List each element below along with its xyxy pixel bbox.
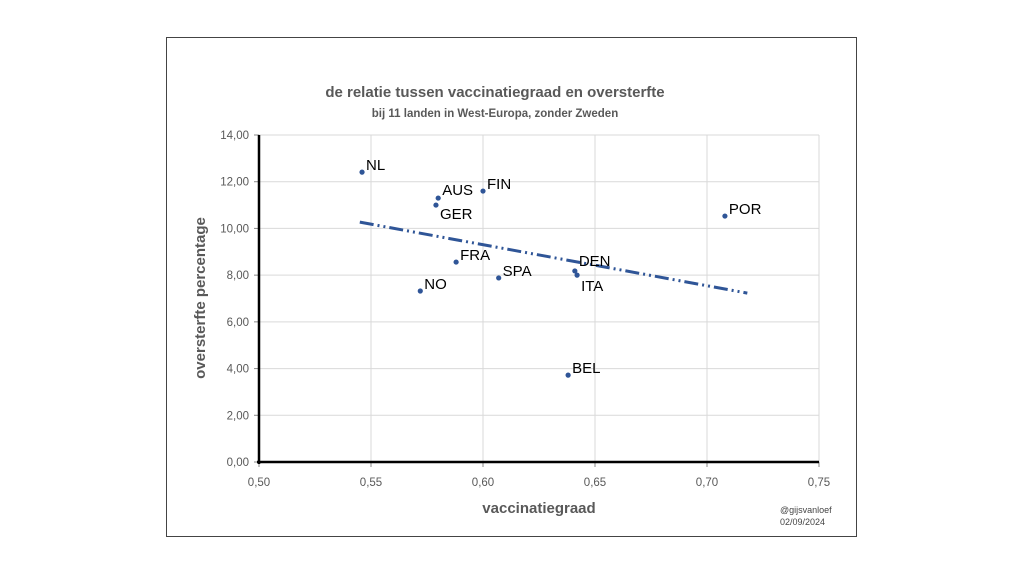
annotation-handle: @gijsvanloef [780, 505, 832, 515]
data-label-fra: FRA [460, 247, 490, 264]
y-tick-label: 10,00 [220, 223, 249, 235]
annotation-date: 02/09/2024 [780, 517, 825, 527]
data-label-no: NO [424, 276, 447, 293]
x-tick-label: 0,75 [808, 477, 830, 489]
data-point-fin [480, 188, 486, 194]
chart-subtitle: bij 11 landen in West-Europa, zonder Zwe… [372, 108, 618, 120]
y-tick-label: 14,00 [220, 130, 249, 142]
data-label-ita: ITA [581, 278, 603, 295]
data-label-aus: AUS [442, 182, 473, 199]
y-tick-label: 8,00 [227, 270, 249, 282]
x-tick-label: 0,70 [696, 477, 718, 489]
data-point-den [572, 268, 578, 274]
y-tick-label: 0,00 [227, 457, 249, 469]
x-axis-label: vaccinatiegraad [482, 500, 595, 517]
data-label-fin: FIN [487, 176, 511, 193]
data-label-nl: NL [366, 157, 385, 174]
data-label-den: DEN [579, 253, 611, 270]
y-tick-label: 2,00 [227, 410, 249, 422]
data-label-spa: SPA [503, 263, 532, 280]
data-label-por: POR [729, 201, 762, 218]
data-point-ita [574, 272, 580, 278]
data-point-bel [565, 372, 571, 378]
data-point-ger [433, 202, 439, 208]
chart-title: de relatie tussen vaccinatiegraad en ove… [325, 84, 664, 101]
x-tick-label: 0,65 [584, 477, 606, 489]
y-tick-label: 4,00 [227, 364, 249, 376]
data-point-spa [496, 275, 502, 281]
y-axis-label: oversterfte percentage [192, 217, 209, 379]
x-tick-label: 0,55 [360, 477, 382, 489]
x-tick-label: 0,60 [472, 477, 494, 489]
x-tick-label: 0,50 [248, 477, 270, 489]
trendline [359, 220, 748, 295]
data-point-fra [453, 259, 459, 265]
data-label-bel: BEL [572, 360, 600, 377]
data-point-por [722, 213, 728, 219]
chart-frame [166, 37, 857, 537]
data-point-no [417, 288, 423, 294]
y-tick-label: 6,00 [227, 317, 249, 329]
data-point-aus [435, 195, 441, 201]
data-label-ger: GER [440, 206, 473, 223]
y-tick-label: 12,00 [220, 177, 249, 189]
data-point-nl [359, 169, 365, 175]
